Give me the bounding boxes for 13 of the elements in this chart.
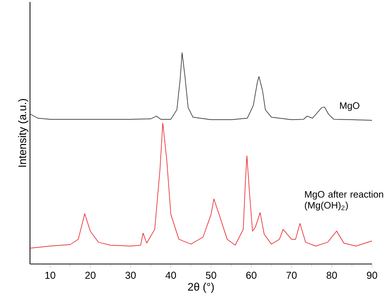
- x-axis-title: 2θ (°): [188, 282, 214, 293]
- y-axis-title: Intensity (a.u.): [18, 98, 28, 167]
- x-tick-label: 30: [125, 272, 136, 279]
- x-tick-label: 70: [286, 272, 297, 279]
- x-tick-label: 60: [246, 272, 256, 279]
- x-tick-label: 50: [206, 272, 216, 279]
- x-tick-label: 10: [45, 272, 56, 279]
- x-tick-label: 90: [366, 272, 378, 279]
- series-label: MgO: [340, 102, 360, 111]
- x-tick-label: 40: [166, 272, 176, 279]
- x-tick-label: 20: [85, 272, 96, 279]
- series-label: MgO after reaction (Mg(OH)$_{2}$): [304, 190, 384, 211]
- x-tick-label: 80: [326, 272, 337, 279]
